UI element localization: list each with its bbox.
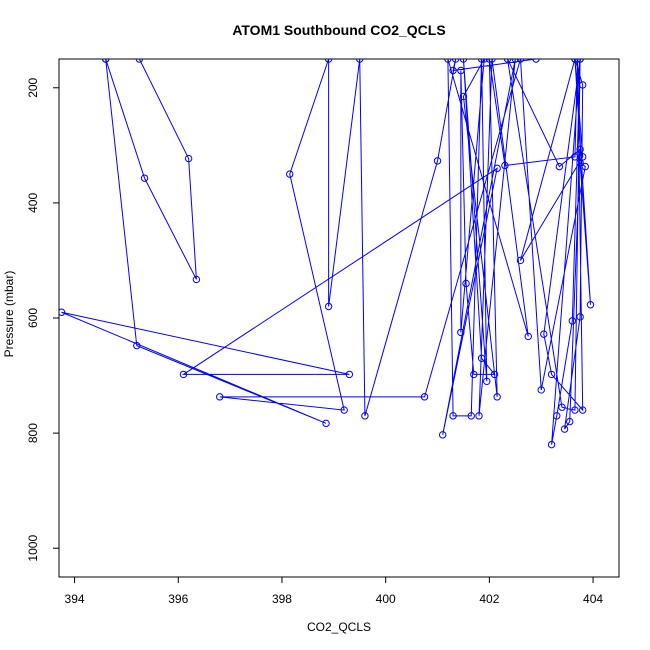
data-point bbox=[493, 164, 501, 173]
data-point bbox=[483, 377, 491, 386]
series-layer bbox=[59, 59, 595, 449]
x-axis-title: CO2_QCLS bbox=[307, 620, 371, 634]
data-point bbox=[467, 412, 475, 420]
data-point bbox=[576, 145, 584, 154]
data-point bbox=[324, 59, 333, 63]
data-point bbox=[571, 153, 579, 161]
data-point bbox=[361, 412, 369, 420]
x-tick-label: 398 bbox=[272, 592, 292, 606]
data-point bbox=[485, 59, 494, 63]
data-point bbox=[573, 59, 582, 63]
data-point bbox=[451, 59, 460, 63]
data-point bbox=[493, 393, 501, 401]
data-point bbox=[566, 417, 574, 426]
data-point bbox=[444, 59, 452, 63]
data-point bbox=[477, 354, 486, 362]
data-point bbox=[101, 59, 110, 63]
data-point bbox=[140, 174, 149, 182]
data-point bbox=[449, 66, 457, 75]
data-point bbox=[558, 403, 566, 411]
data-point bbox=[345, 370, 354, 379]
data-point bbox=[576, 158, 584, 167]
data-point bbox=[322, 419, 330, 428]
data-point bbox=[179, 370, 188, 379]
data-point bbox=[537, 386, 545, 394]
data-point bbox=[340, 406, 348, 414]
data-point bbox=[477, 59, 486, 63]
y-tick-label: 800 bbox=[26, 423, 40, 443]
data-series bbox=[101, 59, 201, 284]
data-point bbox=[547, 440, 556, 449]
x-tick-label: 400 bbox=[376, 592, 396, 606]
data-point bbox=[459, 92, 468, 101]
data-point bbox=[286, 170, 294, 178]
data-point bbox=[462, 279, 470, 288]
data-point bbox=[581, 162, 589, 171]
data-point bbox=[475, 412, 483, 420]
x-tick-label: 396 bbox=[168, 592, 188, 606]
x-tick-label: 394 bbox=[65, 592, 85, 606]
data-point bbox=[480, 59, 488, 63]
y-axis-title: Pressure (mbar) bbox=[2, 271, 16, 358]
plot-area-frame bbox=[58, 58, 620, 578]
y-tick-label: 200 bbox=[26, 77, 40, 97]
x-tick-label: 402 bbox=[479, 592, 499, 606]
data-point bbox=[324, 302, 333, 311]
x-axis: 394 396 398 400 402 404 bbox=[65, 576, 603, 606]
data-point bbox=[457, 328, 465, 337]
data-point bbox=[490, 370, 499, 379]
data-point bbox=[555, 162, 564, 171]
data-point bbox=[576, 59, 584, 63]
data-point bbox=[511, 59, 519, 63]
data-point bbox=[503, 59, 512, 63]
data-point bbox=[576, 313, 584, 321]
data-point bbox=[501, 161, 509, 170]
data-point bbox=[571, 406, 579, 414]
data-point bbox=[568, 317, 577, 325]
data-point bbox=[439, 431, 447, 439]
series-line bbox=[61, 59, 591, 445]
data-point bbox=[560, 425, 569, 433]
chart-title: ATOM1 Southbound CO2_QCLS bbox=[232, 22, 445, 38]
y-tick-label: 1000 bbox=[26, 535, 40, 562]
y-axis: 200 400 600 800 1000 bbox=[26, 77, 60, 562]
y-tick-label: 600 bbox=[26, 308, 40, 328]
data-point bbox=[356, 59, 364, 63]
data-point bbox=[547, 370, 556, 379]
data-series bbox=[59, 59, 595, 449]
data-point bbox=[192, 275, 201, 284]
data-point bbox=[420, 393, 429, 401]
data-point bbox=[579, 81, 587, 89]
data-point bbox=[516, 256, 525, 265]
data-point bbox=[59, 308, 66, 316]
data-point bbox=[571, 59, 579, 63]
data-point bbox=[540, 330, 548, 338]
data-point bbox=[516, 59, 525, 63]
data-point bbox=[135, 59, 144, 63]
data-point bbox=[457, 66, 465, 75]
data-point bbox=[459, 59, 468, 63]
data-point bbox=[524, 332, 532, 341]
y-tick-label: 400 bbox=[26, 193, 40, 213]
series-line bbox=[105, 59, 197, 280]
data-point bbox=[488, 59, 496, 63]
data-point bbox=[553, 412, 561, 420]
data-point bbox=[216, 393, 224, 401]
x-tick-label: 404 bbox=[583, 592, 603, 606]
data-point bbox=[449, 412, 457, 420]
data-point bbox=[184, 154, 193, 163]
data-point bbox=[133, 341, 141, 350]
data-point bbox=[586, 301, 595, 309]
data-point bbox=[433, 157, 442, 165]
data-point bbox=[532, 59, 540, 63]
data-point bbox=[470, 370, 478, 379]
data-point bbox=[579, 406, 587, 414]
